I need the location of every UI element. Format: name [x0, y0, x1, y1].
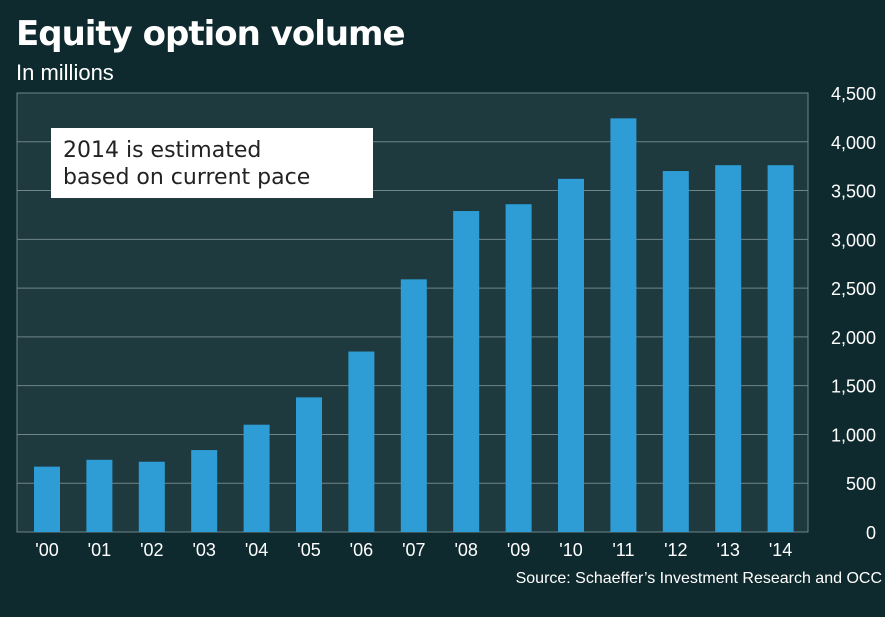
y-tick-label: 0 — [866, 523, 876, 543]
x-tick-label: '05 — [297, 540, 320, 560]
x-tick-label: '04 — [245, 540, 268, 560]
y-tick-label: 2,500 — [831, 279, 876, 299]
x-tick-label: '03 — [192, 540, 215, 560]
bar — [348, 351, 375, 532]
bar — [34, 466, 60, 532]
bar — [453, 211, 480, 532]
y-tick-label: 3,500 — [831, 182, 876, 202]
bar — [505, 204, 532, 533]
y-tick-label: 2,000 — [831, 328, 876, 348]
estimate-note: 2014 is estimated based on current pace — [51, 128, 373, 198]
bar — [243, 424, 270, 532]
bar — [86, 459, 113, 532]
x-tick-label: '08 — [454, 540, 477, 560]
y-tick-label: 3,000 — [831, 230, 876, 250]
x-tick-label: '01 — [88, 540, 111, 560]
bar — [138, 461, 165, 532]
y-tick-label: 4,500 — [831, 84, 876, 104]
bar — [558, 178, 584, 533]
x-tick-label: '13 — [716, 540, 739, 560]
x-tick-label: '09 — [507, 540, 530, 560]
x-tick-label: '00 — [35, 540, 58, 560]
bar — [715, 165, 742, 533]
bar — [767, 165, 794, 533]
x-tick-label: '07 — [402, 540, 425, 560]
x-tick-label: '06 — [350, 540, 373, 560]
estimate-note-line-2: based on current pace — [63, 165, 311, 190]
x-tick-label: '12 — [664, 540, 687, 560]
x-tick-label: '14 — [769, 540, 792, 560]
x-tick-label: '10 — [559, 540, 582, 560]
chart-title: Equity option volume — [16, 14, 406, 54]
estimate-note-line-1: 2014 is estimated — [63, 138, 262, 163]
y-tick-label: 500 — [846, 474, 876, 494]
bar — [191, 450, 218, 532]
y-tick-label: 1,000 — [831, 425, 876, 445]
bar — [296, 397, 322, 532]
x-tick-label: '11 — [612, 540, 634, 560]
y-tick-label: 1,500 — [831, 377, 876, 397]
x-tick-label: '02 — [140, 540, 163, 560]
bar — [400, 279, 427, 532]
y-tick-label: 4,000 — [831, 133, 876, 153]
chart-subtitle: In millions — [16, 60, 114, 85]
bar — [610, 118, 637, 532]
bar — [662, 171, 689, 533]
source-note: Source: Schaeffer’s Investment Research … — [515, 570, 882, 587]
